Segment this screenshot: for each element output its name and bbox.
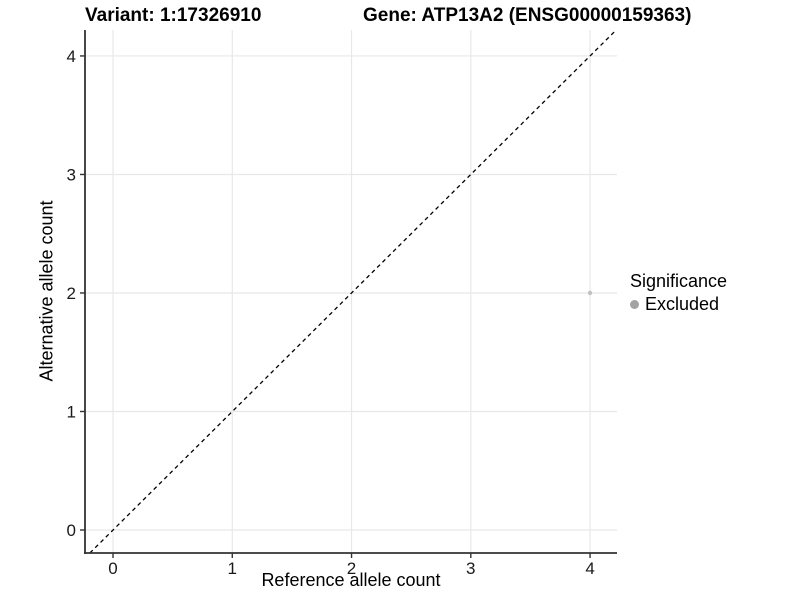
x-axis-title: Reference allele count bbox=[261, 570, 441, 590]
x-tick-label: 1 bbox=[228, 559, 237, 578]
y-tick-label: 4 bbox=[67, 47, 76, 66]
variant-title: Variant: 1:17326910 bbox=[85, 5, 262, 26]
gene-title: Gene: ATP13A2 (ENSG00000159363) bbox=[363, 5, 692, 26]
data-point bbox=[587, 290, 593, 296]
legend-title: Significance bbox=[630, 271, 728, 291]
y-tick-label: 1 bbox=[67, 402, 76, 421]
y-tick-label: 2 bbox=[67, 284, 76, 303]
x-tick-label: 0 bbox=[108, 559, 117, 578]
x-tick-label: 4 bbox=[585, 559, 594, 578]
legend-item-excluded: Excluded bbox=[630, 294, 727, 315]
legend-point-icon bbox=[630, 300, 639, 309]
x-tick-label: 2 bbox=[347, 559, 356, 578]
y-axis-title: Alternative allele count bbox=[36, 200, 57, 382]
y-tick-label: 0 bbox=[67, 521, 76, 540]
identity-dashed-line bbox=[89, 29, 617, 554]
x-tick-label: 3 bbox=[466, 559, 475, 578]
y-tick-label: 3 bbox=[67, 165, 76, 184]
legend: Significance Excluded bbox=[630, 271, 727, 315]
legend-item-label: Excluded bbox=[645, 294, 720, 314]
